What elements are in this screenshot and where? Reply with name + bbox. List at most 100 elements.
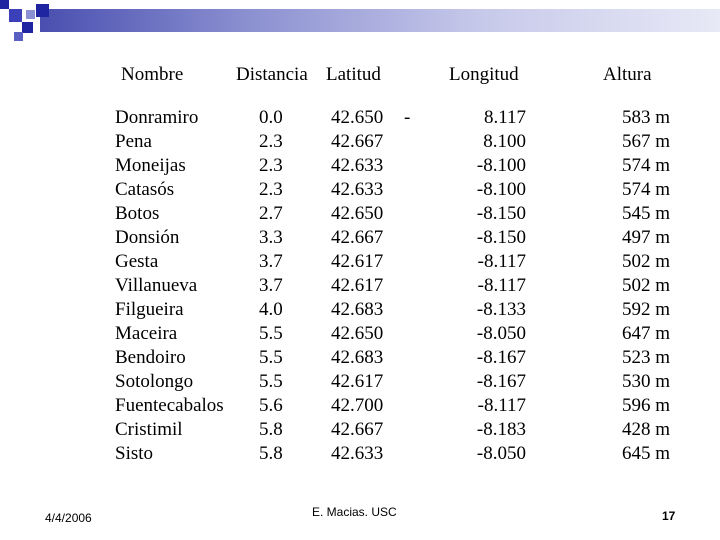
cell-altura: 596 m [621, 395, 670, 416]
header-distancia: Distancia [236, 64, 308, 85]
header-latitud: Latitud [326, 64, 381, 85]
cell-nombre: Gesta [115, 251, 159, 272]
cell-altura: 502 m [621, 275, 670, 296]
cell-altura: 567 m [621, 131, 670, 152]
cell-distancia: 5.5 [259, 323, 283, 344]
cell-dash [404, 442, 410, 466]
cell-longitud: -8.050 [476, 323, 526, 344]
page-number: 17 [662, 509, 676, 523]
cell-longitud: -8.183 [476, 419, 526, 440]
cell-longitud: -8.117 [477, 395, 526, 416]
decor-square [22, 22, 33, 33]
header-altura: Altura [603, 64, 652, 85]
cell-longitud: -8.167 [476, 347, 526, 368]
column-altura: 583 m 567 m 574 m 574 m 545 m 497 m 502 m 502 m… [600, 106, 670, 466]
cell-dash [404, 154, 410, 178]
cell-altura: 428 m [621, 419, 670, 440]
cell-longitud: -8.100 [476, 179, 526, 200]
cell-nombre: Botos [115, 203, 160, 224]
cell-longitud: 8.117 [483, 107, 526, 128]
cell-distancia: 5.8 [259, 419, 283, 440]
decor-square [14, 32, 23, 41]
cell-latitud: 42.633 [331, 155, 384, 176]
cell-longitud: -8.150 [476, 203, 526, 224]
cell-latitud: 42.650 [331, 203, 384, 224]
cell-nombre: Pena [115, 131, 152, 152]
cell-nombre: Sisto [115, 443, 154, 464]
cell-distancia: 4.0 [259, 299, 283, 320]
cell-altura: 502 m [621, 251, 670, 272]
cell-latitud: 42.617 [331, 275, 384, 296]
cell-longitud: -8.150 [476, 227, 526, 248]
cell-latitud: 42.667 [331, 419, 384, 440]
cell-latitud: 42.700 [331, 395, 384, 416]
cell-altura: 523 m [621, 347, 670, 368]
cell-longitud: -8.133 [476, 299, 526, 320]
cell-dash [404, 346, 410, 370]
cell-distancia: 3.3 [259, 227, 283, 248]
cell-latitud: 42.617 [331, 371, 384, 392]
cell-distancia: 3.7 [259, 275, 283, 296]
cell-dash [404, 370, 410, 394]
column-longitud: 8.117 8.100 -8.100 -8.100 -8.150 -8.150 -8.117… [462, 106, 526, 466]
cell-altura: 645 m [621, 443, 670, 464]
cell-altura: 574 m [621, 155, 670, 176]
column-latitud: 42.650 42.667 42.633 42.633 42.650 42.667 42.6… [331, 106, 383, 466]
decor-square [0, 0, 9, 9]
cell-distancia: 2.3 [259, 131, 283, 152]
cell-nombre: Moneijas [115, 155, 186, 176]
cell-distancia: 5.5 [259, 371, 283, 392]
cell-nombre: Donramiro [115, 107, 199, 128]
cell-latitud: 42.683 [331, 347, 384, 368]
cell-nombre: Bendoiro [115, 347, 186, 368]
cell-altura: 545 m [621, 203, 670, 224]
slide-header-decoration [0, 0, 720, 50]
cell-dash [404, 322, 410, 346]
cell-dash [404, 394, 410, 418]
cell-dash [404, 250, 410, 274]
cell-altura: 530 m [621, 371, 670, 392]
cell-distancia: 2.3 [259, 179, 283, 200]
cell-altura: 592 m [621, 299, 670, 320]
footer-author: E. Macias. USC [312, 505, 397, 519]
column-dash: - [404, 106, 410, 466]
cell-longitud: -8.050 [476, 443, 526, 464]
column-distancia: 0.0 2.3 2.3 2.3 2.7 3.3 3.7 3.7 4.0 5.5 5.5 5.5 5.6 5… [259, 106, 283, 466]
decor-square [26, 10, 35, 19]
cell-dash [404, 418, 410, 442]
cell-nombre: Filgueira [115, 299, 184, 320]
cell-dash [404, 130, 410, 154]
cell-nombre: Maceira [115, 323, 178, 344]
cell-longitud: 8.100 [483, 131, 526, 152]
cell-dash: - [404, 107, 411, 128]
cell-distancia: 5.6 [259, 395, 283, 416]
cell-latitud: 42.633 [331, 179, 384, 200]
footer-date: 4/4/2006 [45, 511, 92, 525]
header-gradient-band [40, 9, 720, 32]
column-nombre: Donramiro Pena Moneijas Catasós Botos Donsión… [115, 106, 224, 466]
cell-altura: 497 m [621, 227, 670, 248]
cell-longitud: -8.117 [477, 275, 526, 296]
cell-nombre: Fuentecabalos [115, 395, 224, 416]
cell-latitud: 42.667 [331, 227, 384, 248]
cell-nombre: Donsión [115, 227, 180, 248]
header-nombre: Nombre [121, 64, 184, 85]
cell-dash [404, 298, 410, 322]
cell-nombre: Catasós [115, 179, 175, 200]
cell-distancia: 3.7 [259, 251, 283, 272]
cell-latitud: 42.633 [331, 443, 384, 464]
cell-dash [404, 202, 410, 226]
cell-latitud: 42.650 [331, 323, 384, 344]
cell-distancia: 5.5 [259, 347, 283, 368]
cell-latitud: 42.617 [331, 251, 384, 272]
cell-distancia: 5.8 [259, 443, 283, 464]
cell-nombre: Cristimil [115, 419, 183, 440]
cell-distancia: 0.0 [259, 107, 283, 128]
cell-dash [404, 274, 410, 298]
cell-dash [404, 178, 410, 202]
header-longitud: Longitud [449, 64, 519, 85]
cell-distancia: 2.7 [259, 203, 283, 224]
cell-latitud: 42.650 [331, 107, 384, 128]
cell-longitud: -8.117 [477, 251, 526, 272]
cell-latitud: 42.683 [331, 299, 384, 320]
